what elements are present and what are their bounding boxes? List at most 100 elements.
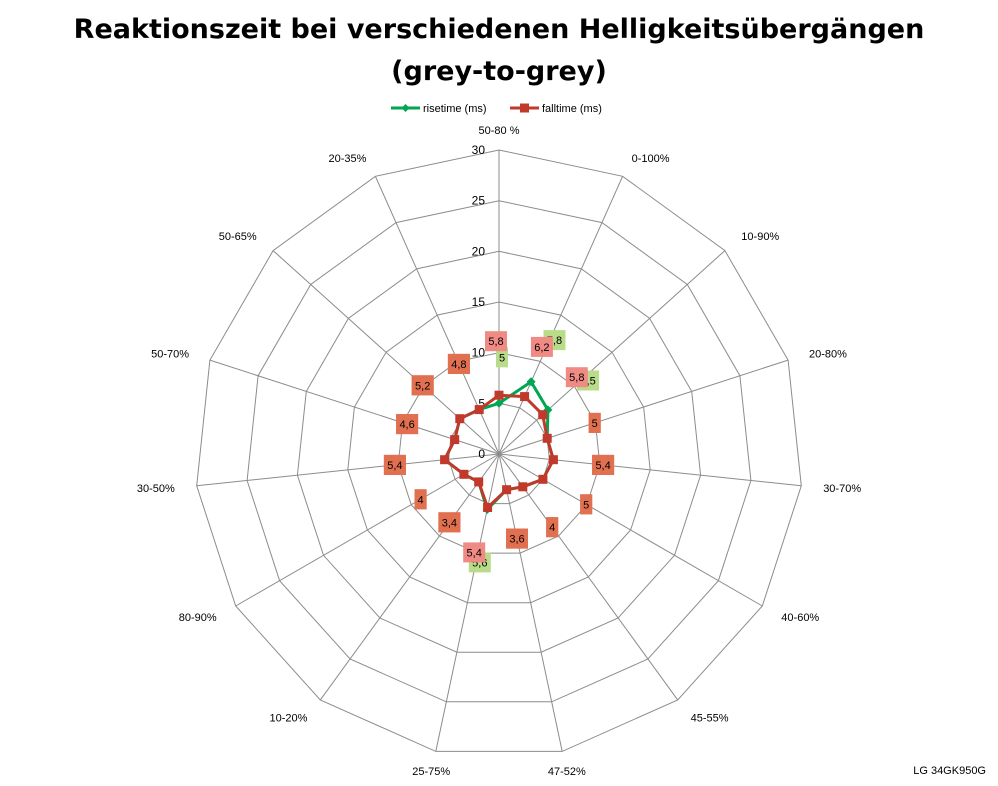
legend-swatch-risetime-marker (401, 104, 410, 112)
data-label-bg (414, 489, 427, 510)
data-label-bg (592, 454, 615, 475)
footnote: LG 34GK950G (913, 765, 986, 777)
grid-spoke (498, 359, 789, 455)
data-label: 5,8 (488, 336, 503, 348)
legend-item-falltime: falltime (ms) (510, 103, 602, 115)
falltime-marker (548, 455, 558, 465)
data-label: 4 (549, 522, 555, 534)
falltime-marker (518, 482, 528, 492)
tick-label: 5 (478, 396, 485, 410)
tick-label: 10 (472, 346, 486, 360)
category-label: 10-90% (741, 231, 779, 243)
data-label-bg (496, 347, 508, 368)
falltime-marker (474, 405, 484, 415)
category-label: 0-100% (632, 153, 670, 165)
grid-spoke (235, 453, 500, 607)
tick-label: 25 (472, 194, 486, 208)
category-label: 45-55% (691, 713, 729, 725)
category-label: 30-70% (823, 483, 861, 495)
category-label: 47-52% (548, 766, 586, 778)
category-label: 50-70% (151, 348, 189, 360)
series-line-1 (443, 393, 555, 509)
data-label: 5,4 (387, 460, 402, 472)
risetime-marker (526, 377, 536, 387)
data-label-bg (546, 517, 559, 538)
legend-swatch-falltime-marker (520, 103, 529, 113)
category-label: 20-35% (328, 153, 366, 165)
grid-spoke (498, 250, 726, 455)
risetime-marker (494, 398, 504, 408)
grid-ring (196, 149, 802, 752)
tick-label: 30 (472, 143, 486, 157)
grid-spoke (196, 453, 500, 487)
data-label-bg (396, 414, 419, 435)
data-label-bg (485, 331, 507, 352)
grid-spoke (319, 453, 500, 701)
data-label: 5,4 (595, 460, 610, 472)
grid-spoke (498, 176, 624, 455)
grid-ring (347, 301, 651, 604)
falltime-marker (459, 469, 469, 479)
data-label: 4,6 (399, 419, 414, 431)
legend-label-falltime: falltime (ms) (542, 103, 602, 115)
data-label: 6,2 (534, 342, 549, 354)
data-label-bg (530, 336, 553, 357)
grid-spoke (272, 250, 500, 455)
data-labels-falltime: 5,8 6,2 5,8 5 5,4 5 4 3,6 5,4 3,4 4 5,4 4,6 5,2 4,8 (383, 331, 615, 563)
category-label: 30-50% (137, 483, 175, 495)
grid-ring (246, 200, 752, 703)
tick-label: 15 (472, 295, 486, 309)
falltime-marker (440, 455, 450, 465)
data-label-bg (565, 367, 588, 388)
data-label: 5 (592, 418, 598, 430)
chart-title-line1: Reaktionszeit bei verschiedenen Helligke… (74, 14, 925, 45)
falltime-marker (542, 433, 552, 443)
tick-label: 0 (478, 447, 485, 461)
data-label: 3,4 (442, 517, 457, 529)
legend: risetime (ms) falltime (ms) (391, 103, 602, 115)
data-label-bg (411, 375, 434, 396)
category-label: 40-60% (781, 612, 819, 624)
category-label: 50-65% (219, 231, 257, 243)
legend-item-risetime: risetime (ms) (391, 103, 487, 115)
data-label-bg (383, 454, 406, 475)
data-label: 3,6 (509, 534, 524, 546)
category-label: 80-90% (179, 612, 217, 624)
data-label-bg (438, 512, 461, 533)
data-label: 5 (583, 499, 589, 511)
chart-title-line2: (grey-to-grey) (391, 56, 607, 87)
falltime-marker (520, 392, 530, 402)
legend-label-risetime: risetime (ms) (423, 103, 487, 115)
tick-label: 20 (472, 244, 486, 258)
grid-spoke (498, 453, 679, 701)
data-label: 4,8 (451, 359, 466, 371)
data-label-bg (588, 412, 601, 433)
category-labels: 50-80 % 0-100% 10-90% 20-80% 30-70% 40-60% 45-… (137, 125, 861, 778)
falltime-marker (474, 477, 484, 487)
series-falltime (440, 390, 558, 512)
category-label: 25-75% (412, 766, 450, 778)
data-label: 5,8 (569, 372, 584, 384)
falltime-marker (538, 410, 548, 420)
data-label-bg (580, 494, 593, 515)
data-label-bg (506, 528, 528, 549)
category-label: 10-20% (269, 713, 307, 725)
grid-ring (397, 352, 601, 554)
falltime-marker (494, 390, 504, 400)
falltime-marker (483, 503, 493, 512)
data-label: 4 (418, 494, 424, 506)
grid-ring (296, 250, 702, 653)
grid-spoke (498, 453, 563, 752)
radar-grid (196, 149, 802, 752)
data-label: 5,4 (467, 547, 482, 559)
data-label: 5 (499, 352, 505, 364)
falltime-marker (450, 435, 460, 445)
data-label-bg (447, 353, 470, 374)
falltime-marker (502, 485, 512, 495)
data-label-bg (463, 542, 486, 563)
falltime-marker (455, 414, 465, 424)
radial-axis-ticks: 0 5 10 15 20 25 30 (472, 143, 486, 461)
falltime-marker (538, 474, 548, 484)
data-label: 5,2 (415, 380, 430, 392)
